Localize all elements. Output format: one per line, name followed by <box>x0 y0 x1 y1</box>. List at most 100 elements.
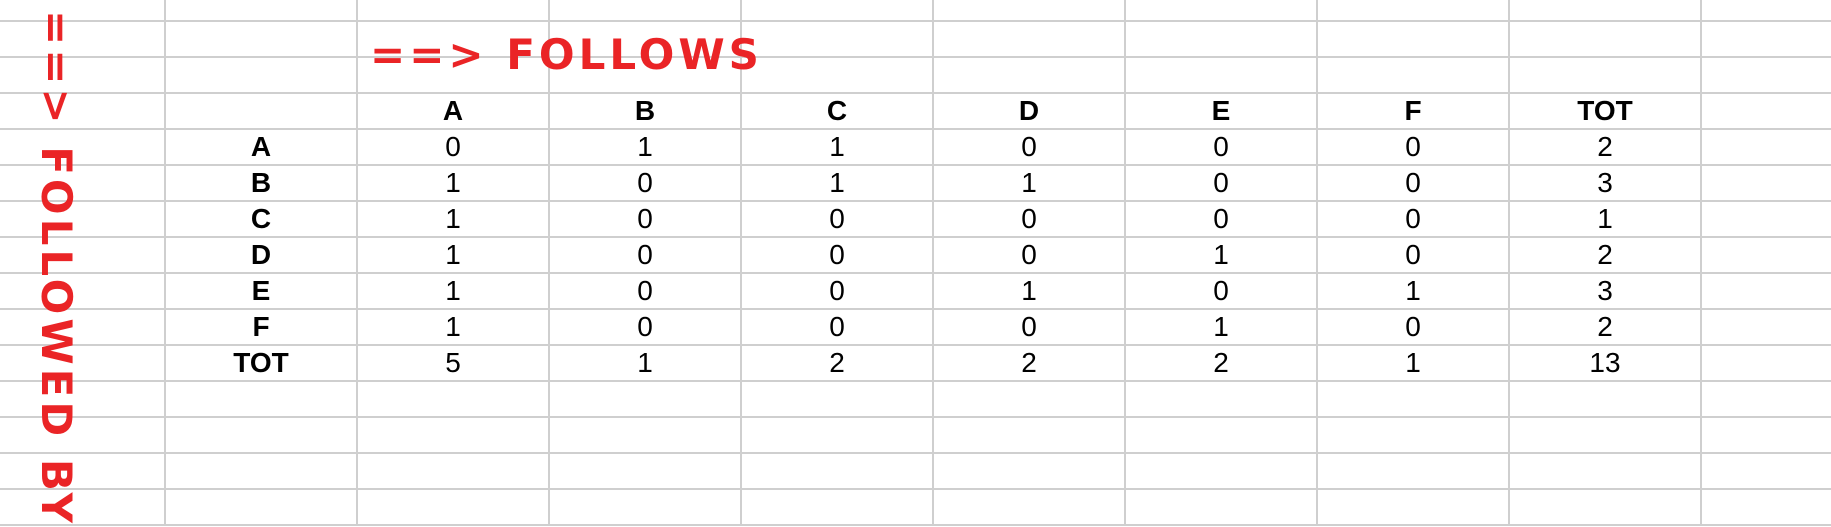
table-cell[interactable]: 2 <box>742 346 934 382</box>
sheet-cell[interactable] <box>166 454 358 490</box>
table-cell[interactable]: 1 <box>934 166 1126 202</box>
sheet-cell[interactable] <box>1702 166 1831 202</box>
column-header-tot[interactable]: TOT <box>1510 94 1702 130</box>
table-cell[interactable]: 2 <box>1510 310 1702 346</box>
sheet-cell[interactable] <box>1702 202 1831 238</box>
sheet-cell[interactable] <box>1702 0 1831 22</box>
sheet-cell[interactable] <box>1126 382 1318 418</box>
sheet-cell[interactable] <box>1702 310 1831 346</box>
table-cell[interactable]: 0 <box>550 274 742 310</box>
sheet-cell[interactable] <box>1702 418 1831 454</box>
sheet-cell[interactable] <box>550 58 742 94</box>
table-cell[interactable]: 0 <box>1126 274 1318 310</box>
sheet-cell[interactable] <box>166 58 358 94</box>
sheet-cell[interactable] <box>1702 274 1831 310</box>
table-cell[interactable]: 1 <box>1510 202 1702 238</box>
sheet-cell[interactable] <box>550 22 742 58</box>
sheet-cell[interactable] <box>1126 454 1318 490</box>
sheet-cell[interactable] <box>742 22 934 58</box>
table-cell[interactable]: 1 <box>358 238 550 274</box>
table-cell[interactable]: 1 <box>1318 346 1510 382</box>
sheet-cell[interactable] <box>1510 58 1702 94</box>
table-cell[interactable]: 0 <box>550 166 742 202</box>
sheet-cell[interactable] <box>1510 0 1702 22</box>
sheet-cell[interactable] <box>934 418 1126 454</box>
row-header-tot[interactable]: TOT <box>166 346 358 382</box>
sheet-cell[interactable] <box>742 418 934 454</box>
sheet-cell[interactable] <box>166 94 358 130</box>
sheet-cell[interactable] <box>0 238 166 274</box>
row-header-a[interactable]: A <box>166 130 358 166</box>
table-cell[interactable]: 2 <box>1510 238 1702 274</box>
sheet-cell[interactable] <box>1126 22 1318 58</box>
table-cell[interactable]: 3 <box>1510 166 1702 202</box>
column-header-f[interactable]: F <box>1318 94 1510 130</box>
sheet-cell[interactable] <box>0 310 166 346</box>
sheet-cell[interactable] <box>1702 382 1831 418</box>
sheet-cell[interactable] <box>0 0 166 22</box>
sheet-cell[interactable] <box>742 490 934 526</box>
table-cell[interactable]: 1 <box>1126 238 1318 274</box>
sheet-cell[interactable] <box>0 202 166 238</box>
sheet-cell[interactable] <box>1510 490 1702 526</box>
sheet-cell[interactable] <box>166 0 358 22</box>
table-cell[interactable]: 1 <box>550 130 742 166</box>
table-cell[interactable]: 0 <box>742 238 934 274</box>
sheet-cell[interactable] <box>1318 58 1510 94</box>
sheet-cell[interactable] <box>934 490 1126 526</box>
sheet-cell[interactable] <box>1318 490 1510 526</box>
sheet-cell[interactable] <box>1318 418 1510 454</box>
table-cell[interactable]: 0 <box>742 310 934 346</box>
table-cell[interactable]: 1 <box>358 274 550 310</box>
sheet-cell[interactable] <box>1126 58 1318 94</box>
table-cell[interactable]: 0 <box>1126 166 1318 202</box>
table-cell[interactable]: 1 <box>742 130 934 166</box>
sheet-cell[interactable] <box>550 418 742 454</box>
sheet-cell[interactable] <box>550 490 742 526</box>
sheet-cell[interactable] <box>358 22 550 58</box>
sheet-cell[interactable] <box>1702 22 1831 58</box>
sheet-cell[interactable] <box>1702 346 1831 382</box>
sheet-cell[interactable] <box>1318 0 1510 22</box>
sheet-cell[interactable] <box>1318 382 1510 418</box>
sheet-cell[interactable] <box>1702 490 1831 526</box>
table-cell[interactable]: 0 <box>934 130 1126 166</box>
sheet-cell[interactable] <box>1126 418 1318 454</box>
table-cell[interactable]: 0 <box>1318 202 1510 238</box>
sheet-cell[interactable] <box>166 418 358 454</box>
table-cell[interactable]: 0 <box>934 310 1126 346</box>
sheet-cell[interactable] <box>550 382 742 418</box>
row-header-e[interactable]: E <box>166 274 358 310</box>
table-cell[interactable]: 1 <box>1126 310 1318 346</box>
sheet-cell[interactable] <box>742 454 934 490</box>
row-header-c[interactable]: C <box>166 202 358 238</box>
column-header-e[interactable]: E <box>1126 94 1318 130</box>
sheet-cell[interactable] <box>742 382 934 418</box>
sheet-cell[interactable] <box>1702 130 1831 166</box>
sheet-cell[interactable] <box>1702 238 1831 274</box>
table-cell[interactable]: 2 <box>934 346 1126 382</box>
sheet-cell[interactable] <box>1510 382 1702 418</box>
column-header-d[interactable]: D <box>934 94 1126 130</box>
row-header-f[interactable]: F <box>166 310 358 346</box>
sheet-cell[interactable] <box>1318 454 1510 490</box>
table-cell[interactable]: 1 <box>550 346 742 382</box>
sheet-cell[interactable] <box>0 454 166 490</box>
sheet-cell[interactable] <box>0 130 166 166</box>
table-cell[interactable]: 0 <box>1318 310 1510 346</box>
table-cell[interactable]: 0 <box>1318 238 1510 274</box>
table-cell[interactable]: 5 <box>358 346 550 382</box>
table-cell[interactable]: 0 <box>1318 130 1510 166</box>
sheet-cell[interactable] <box>0 58 166 94</box>
sheet-cell[interactable] <box>358 58 550 94</box>
table-cell[interactable]: 1 <box>934 274 1126 310</box>
sheet-cell[interactable] <box>0 166 166 202</box>
sheet-cell[interactable] <box>166 490 358 526</box>
sheet-cell[interactable] <box>934 22 1126 58</box>
table-cell[interactable]: 0 <box>550 310 742 346</box>
sheet-cell[interactable] <box>1318 22 1510 58</box>
sheet-cell[interactable] <box>1702 454 1831 490</box>
sheet-cell[interactable] <box>1126 490 1318 526</box>
sheet-cell[interactable] <box>934 382 1126 418</box>
sheet-cell[interactable] <box>358 454 550 490</box>
